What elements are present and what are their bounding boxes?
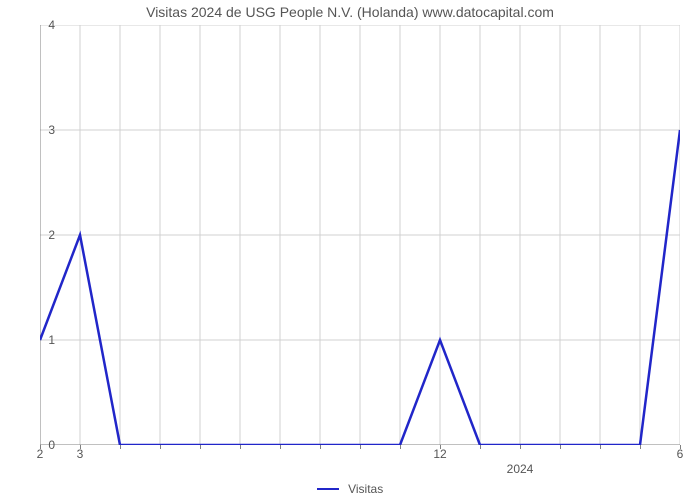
x-tick-mark	[600, 445, 601, 449]
legend-swatch	[317, 488, 339, 490]
x-tick-mark	[280, 445, 281, 449]
y-tick-label: 0	[5, 438, 55, 452]
y-tick-label: 3	[5, 123, 55, 137]
x-tick-mark	[360, 445, 361, 449]
x-tick-label: 3	[77, 447, 84, 461]
y-tick-label: 4	[5, 18, 55, 32]
legend: Visitas	[0, 481, 700, 496]
x-tick-mark	[320, 445, 321, 449]
x-tick-label: 12	[433, 447, 446, 461]
x-tick-mark	[640, 445, 641, 449]
x-sub-label: 2024	[507, 462, 534, 476]
chart-title: Visitas 2024 de USG People N.V. (Holanda…	[0, 4, 700, 20]
x-tick-mark	[120, 445, 121, 449]
x-tick-mark	[160, 445, 161, 449]
x-tick-mark	[480, 445, 481, 449]
x-tick-mark	[520, 445, 521, 449]
x-tick-mark	[560, 445, 561, 449]
x-tick-label: 2	[37, 447, 44, 461]
x-tick-mark	[240, 445, 241, 449]
x-tick-mark	[400, 445, 401, 449]
x-tick-mark	[200, 445, 201, 449]
legend-label: Visitas	[348, 482, 383, 496]
plot-area	[40, 25, 680, 445]
chart-container: Visitas 2024 de USG People N.V. (Holanda…	[0, 0, 700, 500]
y-tick-label: 1	[5, 333, 55, 347]
x-tick-label: 6	[677, 447, 684, 461]
y-tick-label: 2	[5, 228, 55, 242]
chart-svg	[40, 25, 680, 445]
